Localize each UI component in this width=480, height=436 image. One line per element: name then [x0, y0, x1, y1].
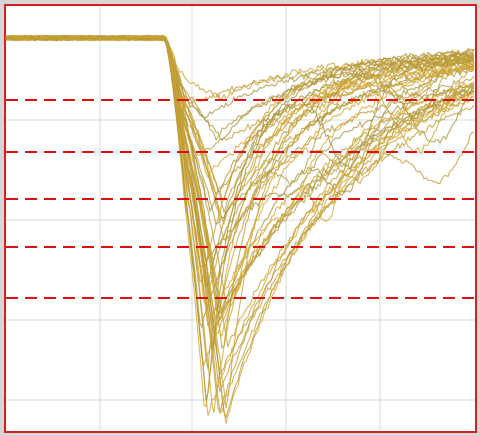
page: (() => { const data = JSON.parse(documen… [0, 0, 480, 436]
oscilloscope-screen [0, 0, 480, 436]
